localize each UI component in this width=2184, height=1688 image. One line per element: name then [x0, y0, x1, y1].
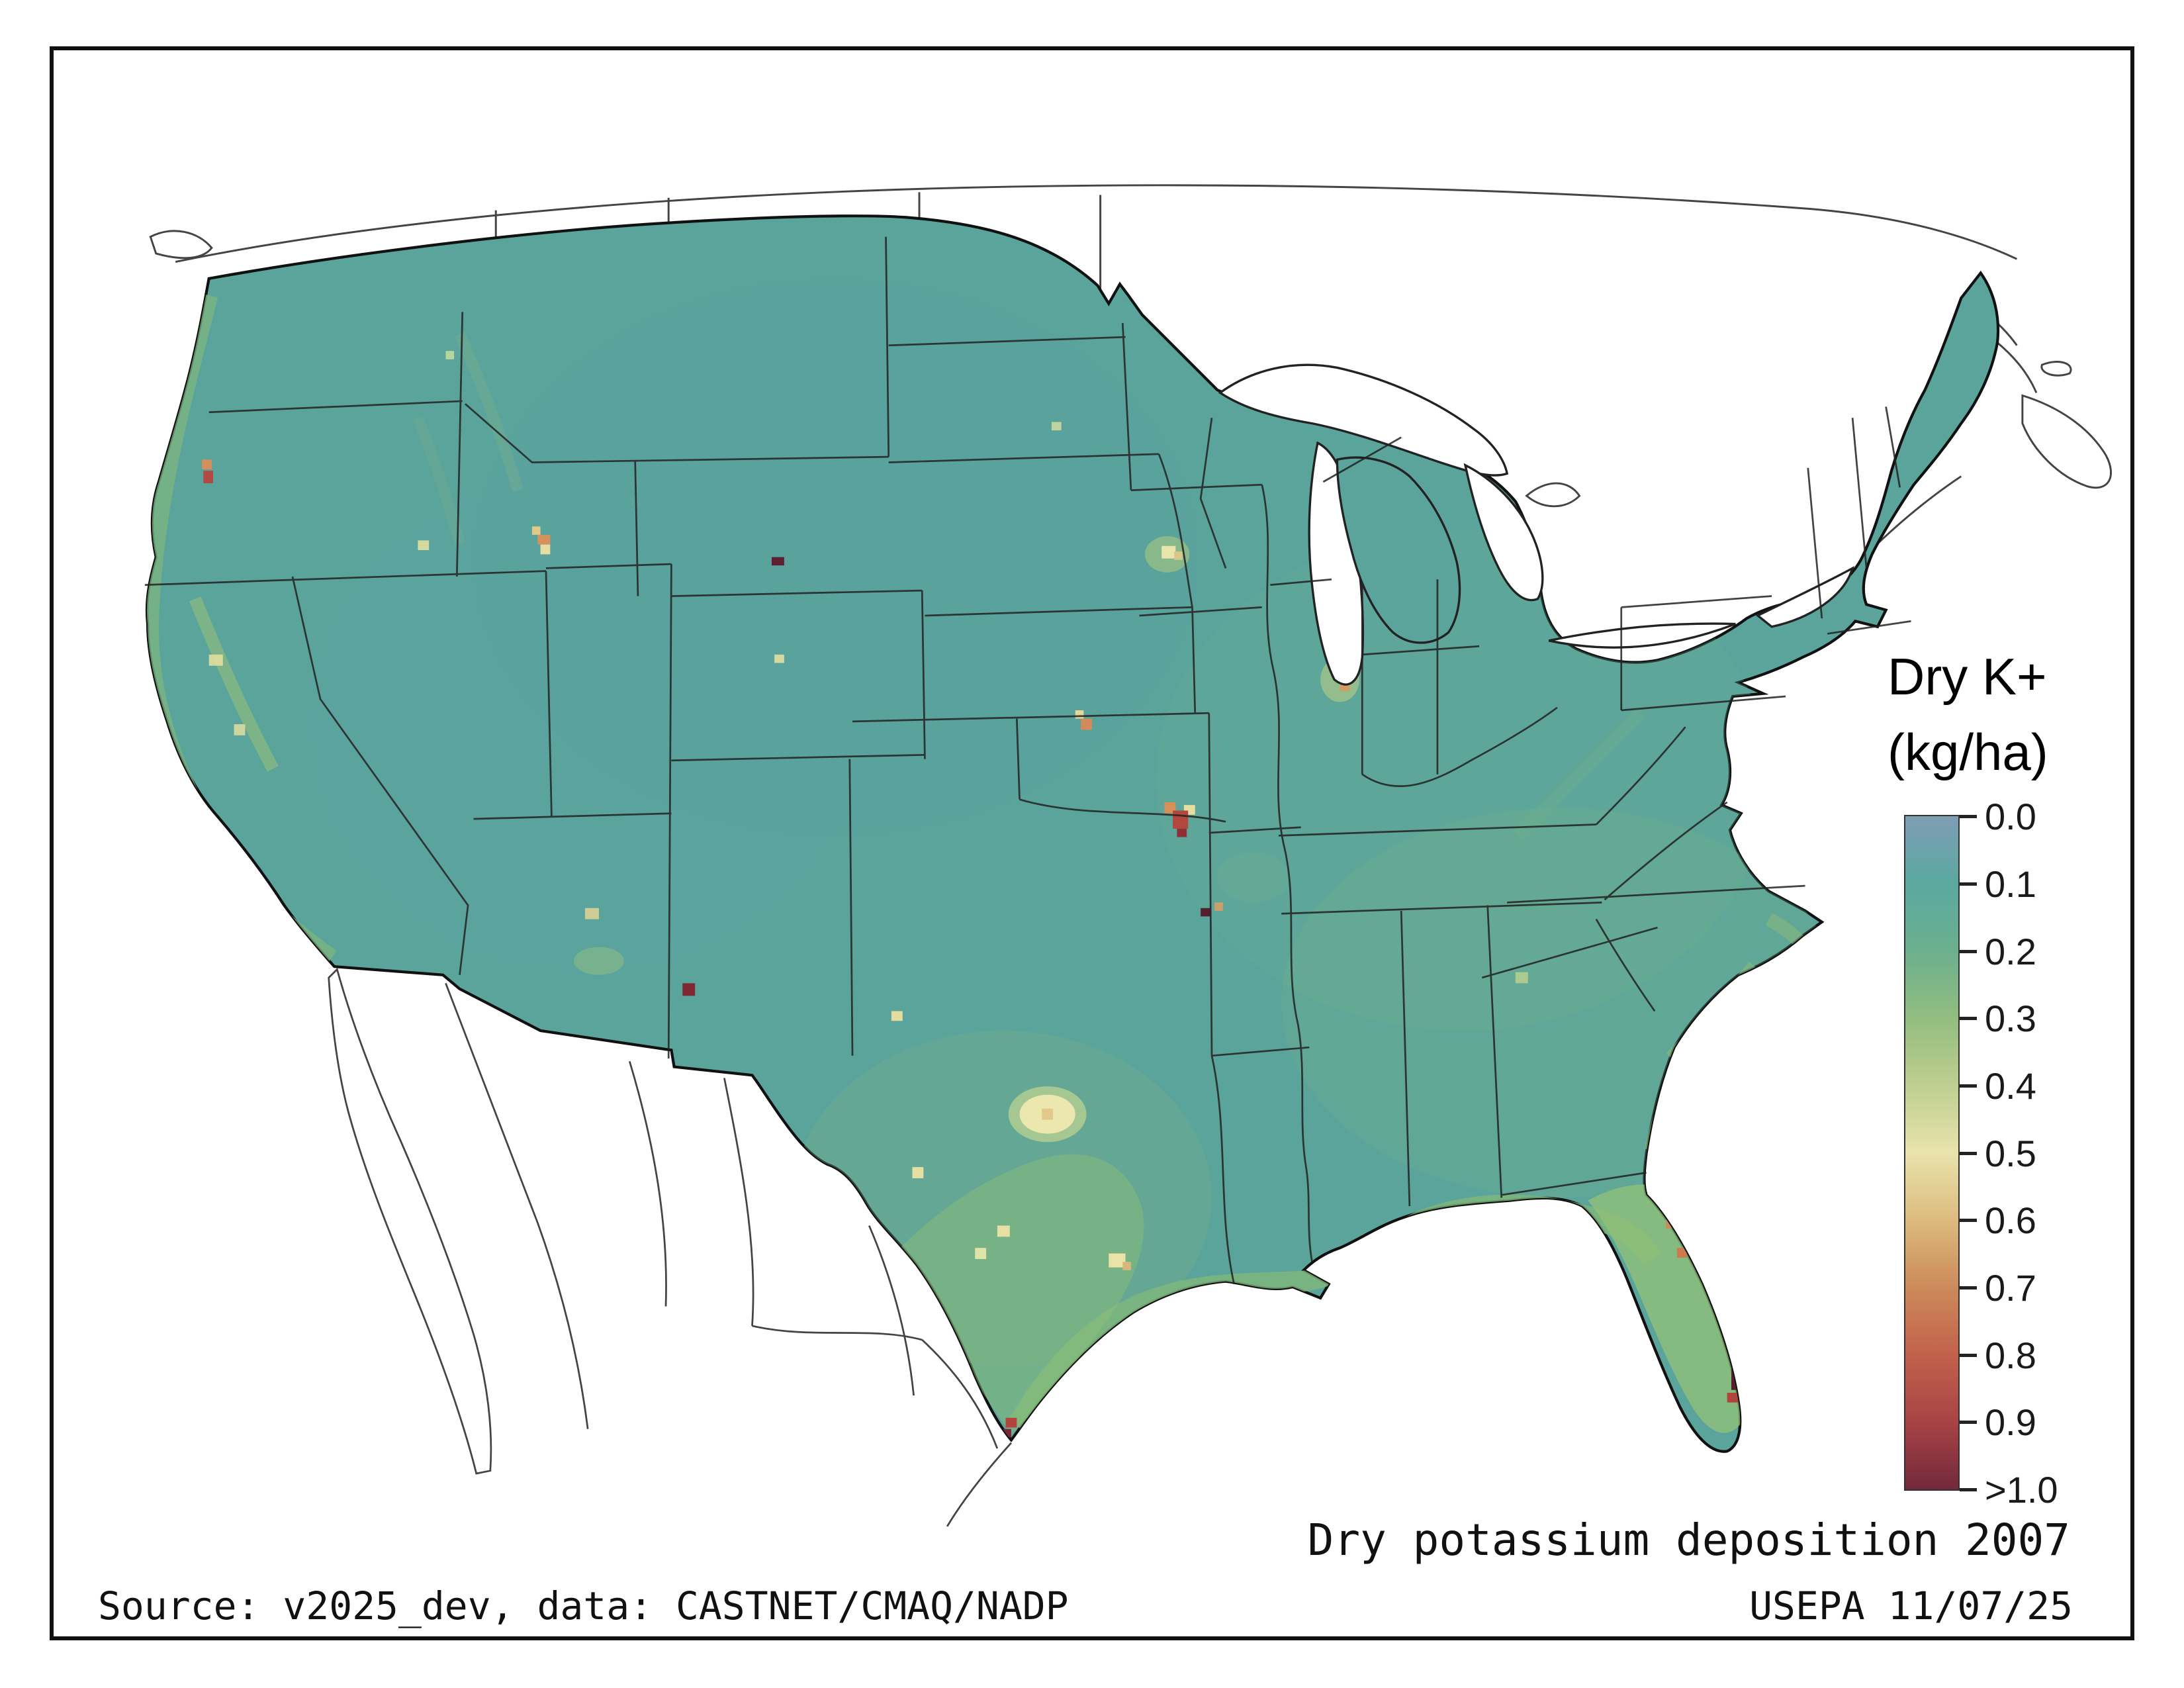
legend-tick-10: >1.0: [1960, 1468, 2058, 1511]
tick-dash: [1960, 949, 1977, 953]
tick-dash: [1960, 1487, 1977, 1491]
legend-tick-7: 0.7: [1960, 1266, 2036, 1309]
vancouver-island: [149, 230, 213, 259]
tick-dash: [1960, 1084, 1977, 1088]
tick-dash: [1960, 882, 1977, 886]
legend-tick-6: 0.6: [1960, 1199, 2036, 1241]
mexico-outline: [328, 967, 1012, 1527]
tick-label: 0.6: [1985, 1199, 2036, 1241]
tick-dash: [1960, 814, 1977, 818]
tick-label: 0.7: [1985, 1266, 2036, 1309]
tick-label: 0.2: [1985, 930, 2036, 972]
lake-huron: [1463, 463, 1544, 602]
state-borders: [144, 236, 1911, 1285]
tick-label: 0.1: [1985, 863, 2036, 905]
legend-tick-8: 0.8: [1960, 1334, 2036, 1376]
tick-dash: [1960, 1420, 1977, 1424]
tick-dash: [1960, 1218, 1977, 1222]
source-note: Source: v2025_dev, data: CASTNET/CMAQ/NA…: [98, 1583, 1069, 1628]
tick-dash: [1960, 1016, 1977, 1020]
tick-dash: [1960, 1286, 1977, 1289]
legend-tick-4: 0.4: [1960, 1064, 2036, 1107]
tick-label: 0.5: [1985, 1132, 2036, 1174]
tick-label: 0.9: [1985, 1401, 2036, 1443]
legend-tick-9: 0.9: [1960, 1401, 2036, 1443]
legend-tick-1: 0.1: [1960, 863, 2036, 905]
legend-tick-2: 0.2: [1960, 930, 2036, 972]
lake-superior: [1218, 363, 1509, 477]
baja-california: [328, 967, 492, 1475]
legend-title-line2: (kg/ha): [1888, 723, 2048, 781]
tick-label: 0.0: [1985, 795, 2036, 837]
tick-dash: [1960, 1151, 1977, 1155]
tick-dash: [1960, 1353, 1977, 1357]
lake-ontario: [1755, 565, 1854, 628]
tick-label: 0.4: [1985, 1064, 2036, 1107]
michigan-mitten: [1336, 456, 1461, 644]
lake-erie: [1548, 622, 1736, 649]
tick-label: >1.0: [1985, 1468, 2058, 1511]
legend-title-line1: Dry K+: [1888, 647, 2047, 706]
great-lakes: [1218, 363, 1854, 686]
agency-date-note: USEPA 11/07/25: [1749, 1583, 2073, 1628]
nova-scotia: [2021, 394, 2113, 489]
tick-label: 0.8: [1985, 1334, 2036, 1376]
legend-tick-0: 0.0: [1960, 795, 2036, 837]
map-title: Dry potassium deposition 2007: [1307, 1515, 2070, 1566]
legend-colorbar: [1904, 815, 1960, 1491]
tick-label: 0.3: [1985, 997, 2036, 1039]
legend-tick-5: 0.5: [1960, 1132, 2036, 1174]
legend-tick-3: 0.3: [1960, 997, 2036, 1039]
